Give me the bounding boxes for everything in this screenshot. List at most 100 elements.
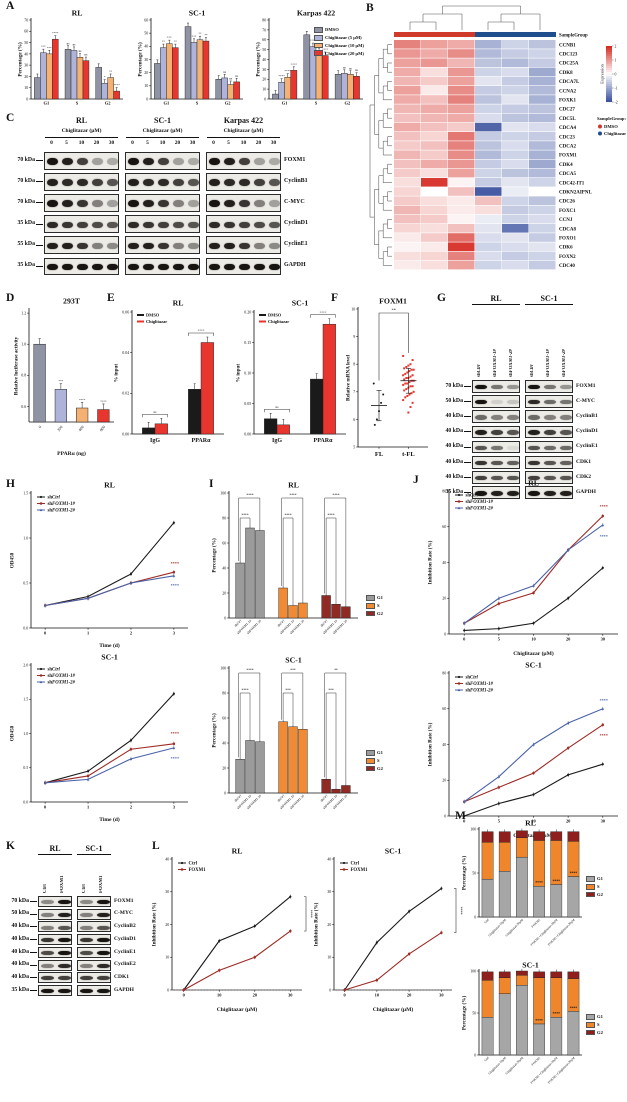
svg-text:0: 0 — [224, 790, 226, 795]
svg-text:Inhibition Rate (%): Inhibition Rate (%) — [313, 902, 320, 946]
svg-text:shFOXM1-2#: shFOXM1-2# — [466, 507, 494, 512]
svg-text:0: 0 — [474, 914, 476, 919]
legend-m-rl-phases: G1 S G2 — [586, 876, 603, 899]
panel-i-label: I — [209, 478, 214, 490]
svg-text:***: *** — [290, 669, 296, 673]
svg-text:0.5: 0.5 — [23, 580, 28, 585]
svg-text:****: **** — [332, 494, 339, 498]
svg-text:-1: -1 — [615, 86, 618, 90]
svg-text:t-FL: t-FL — [402, 451, 415, 458]
svg-text:Ctrl: Ctrl — [483, 918, 490, 925]
svg-text:FOXO1: FOXO1 — [559, 237, 576, 242]
svg-text:80: 80 — [262, 17, 266, 22]
svg-text:DMSO: DMSO — [268, 313, 282, 318]
svg-text:****: **** — [79, 398, 86, 402]
svg-text:CDK4: CDK4 — [559, 163, 573, 168]
svg-text:CDCA4: CDCA4 — [559, 126, 576, 131]
svg-text:1.0: 1.0 — [23, 535, 28, 540]
svg-text:***: *** — [192, 34, 197, 38]
svg-text:****: **** — [320, 310, 327, 314]
svg-text:80: 80 — [222, 690, 226, 695]
svg-text:FOXM1: FOXM1 — [379, 297, 407, 306]
svg-text:***: *** — [285, 689, 291, 693]
svg-text:shCtrl: shCtrl — [48, 668, 61, 673]
blot-k-overexpression: RL Ctrl FOXM1 SC-1 Ctrl FOXM1 70 kDa FOXM1 50 kD… — [2, 844, 164, 1014]
svg-text:30: 30 — [288, 993, 293, 998]
svg-text:**: ** — [174, 40, 178, 44]
svg-text:PPARα: PPARα — [192, 438, 212, 444]
svg-text:60: 60 — [222, 715, 226, 720]
svg-text:40: 40 — [327, 856, 331, 861]
panel-c-label: C — [6, 112, 15, 124]
svg-text:shCtrl: shCtrl — [233, 794, 242, 803]
svg-text:shFOXM1-2#: shFOXM1-2# — [466, 689, 494, 694]
svg-text:-2: -2 — [615, 100, 618, 104]
chart-i-sc1-cellcycle: 0 20 40 60 80 100 Percentage (%) SC-1 shCtrl shFO… — [210, 655, 362, 833]
svg-text:IgG: IgG — [150, 438, 160, 444]
svg-text:shCtrl: shCtrl — [466, 676, 479, 681]
svg-text:S: S — [196, 101, 199, 106]
svg-text:ns: ns — [343, 65, 347, 69]
svg-text:100: 100 — [470, 826, 476, 831]
svg-text:40: 40 — [24, 51, 28, 56]
svg-text:shCtrl: shCtrl — [466, 494, 479, 499]
svg-text:8: 8 — [353, 362, 355, 367]
svg-text:DMSO: DMSO — [604, 124, 618, 129]
chart-m-sc1-stacked: 0 50 100 Percentage (%) SC-1 Ctrl Chiglitazar-… — [460, 960, 584, 1100]
svg-text:CDCA2: CDCA2 — [559, 145, 576, 150]
svg-text:Inhibition Rate (%): Inhibition Rate (%) — [427, 540, 434, 584]
svg-text:ns: ns — [349, 66, 353, 70]
svg-text:Chiglitazar (μM): Chiglitazar (μM) — [217, 1006, 258, 1013]
svg-text:20: 20 — [566, 819, 571, 824]
svg-text:CDCA5: CDCA5 — [559, 172, 576, 177]
svg-text:0: 0 — [329, 987, 331, 992]
svg-text:ns: ns — [235, 74, 239, 78]
svg-text:0: 0 — [463, 819, 466, 824]
svg-text:****: **** — [241, 689, 248, 693]
svg-text:Relative mRNA level: Relative mRNA level — [346, 354, 352, 401]
svg-text:CDC40: CDC40 — [559, 264, 575, 269]
svg-text:400: 400 — [77, 424, 85, 432]
svg-text:**: ** — [391, 308, 396, 313]
svg-text:Chiglitazar (μM): Chiglitazar (μM) — [513, 650, 554, 657]
svg-text:0: 0 — [146, 96, 148, 101]
svg-text:Ctrl: Ctrl — [483, 1056, 490, 1063]
svg-text:40: 40 — [222, 740, 226, 745]
svg-text:PPARα: PPARα — [314, 438, 334, 444]
svg-text:shFOXM1-1#: shFOXM1-1# — [466, 500, 494, 505]
svg-text:FOXK1: FOXK1 — [559, 99, 576, 104]
svg-text:0: 0 — [444, 631, 446, 636]
svg-text:****: **** — [100, 399, 107, 403]
svg-text:****: **** — [322, 47, 329, 51]
svg-text:Chiglitazar-20μM: Chiglitazar-20μM — [505, 918, 525, 938]
svg-text:SC-1: SC-1 — [189, 9, 206, 18]
svg-text:20: 20 — [566, 637, 571, 642]
svg-text:IgG: IgG — [272, 438, 282, 444]
svg-text:0.05: 0.05 — [244, 401, 251, 406]
svg-text:G1: G1 — [43, 101, 50, 106]
svg-text:ns: ns — [355, 68, 359, 72]
svg-text:S: S — [315, 101, 318, 106]
svg-text:30: 30 — [327, 889, 331, 894]
svg-text:7: 7 — [353, 389, 355, 394]
svg-text:Percentage (%): Percentage (%) — [255, 42, 262, 77]
svg-text:SC-1: SC-1 — [385, 847, 402, 856]
svg-text:CDC26: CDC26 — [559, 200, 575, 205]
svg-text:2: 2 — [615, 44, 617, 48]
svg-text:ns: ns — [153, 410, 157, 414]
chart-m-rl-stacked: 0 50 100 Percentage (%) RL Ctrl Chiglitazar-10… — [460, 818, 584, 962]
svg-text:100: 100 — [220, 490, 226, 495]
svg-text:30: 30 — [601, 819, 606, 824]
chart-j-rl-inhibition: 0 20 40 60 80 Inhibition Rate (%) RL Chiglitaza… — [426, 478, 622, 658]
svg-text:Time (d): Time (d) — [99, 642, 120, 649]
svg-text:shCtrl: shCtrl — [276, 619, 285, 628]
svg-text:RL: RL — [288, 481, 299, 490]
svg-text:40: 40 — [442, 742, 446, 747]
svg-text:1: 1 — [87, 631, 89, 636]
svg-text:100: 100 — [470, 968, 476, 973]
svg-text:50: 50 — [24, 40, 28, 45]
svg-text:ns: ns — [73, 42, 77, 46]
svg-text:2: 2 — [130, 631, 132, 636]
svg-text:60: 60 — [262, 37, 266, 42]
